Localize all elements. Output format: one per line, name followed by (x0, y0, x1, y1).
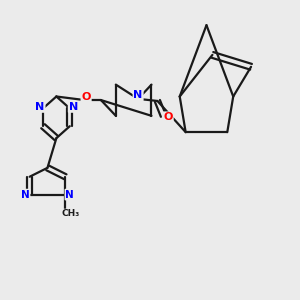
Text: N: N (21, 190, 29, 200)
Text: N: N (69, 102, 78, 112)
Text: N: N (65, 190, 74, 200)
Text: O: O (81, 92, 91, 102)
Text: N: N (134, 90, 143, 100)
Text: O: O (164, 112, 173, 122)
Text: CH₃: CH₃ (61, 209, 80, 218)
Text: N: N (35, 102, 45, 112)
